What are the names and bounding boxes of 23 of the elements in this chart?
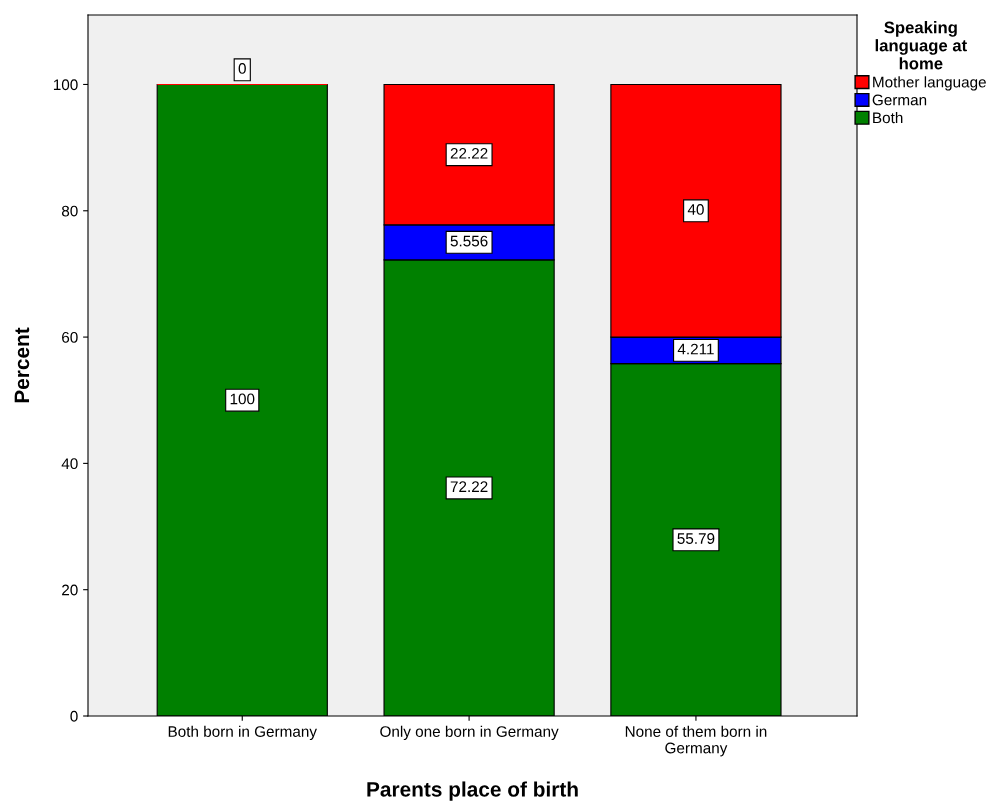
x-tick-label: Only one born in Germany — [380, 725, 559, 740]
data-label: 72.22 — [450, 481, 488, 492]
y-tick-label: 40 — [61, 458, 78, 470]
y-tick-label: 100 — [53, 79, 78, 91]
y-axis-title: Percent — [14, 327, 30, 403]
data-label: 5.556 — [450, 235, 488, 247]
y-tick-label: 20 — [62, 584, 78, 596]
data-label: 55.79 — [677, 533, 715, 544]
data-label: 4.211 — [677, 343, 714, 355]
data-label: 22.22 — [450, 147, 488, 159]
data-label: 0 — [238, 63, 246, 74]
x-tick-label: Both born in Germany — [168, 725, 317, 740]
legend-title: Speaking language at home — [875, 21, 967, 70]
y-tick-label: 80 — [61, 205, 78, 217]
data-label: 100 — [230, 393, 255, 405]
legend-label: German — [872, 94, 927, 106]
x-tick-label: None of them born in Germany — [625, 725, 767, 757]
y-tick-label: 60 — [62, 331, 78, 343]
legend-label: Both — [873, 111, 903, 124]
y-tick-label: 0 — [70, 710, 78, 722]
x-axis-title: Parents place of birth — [367, 781, 578, 801]
legend-label: Mother language — [873, 76, 986, 91]
data-label: 40 — [687, 204, 704, 215]
